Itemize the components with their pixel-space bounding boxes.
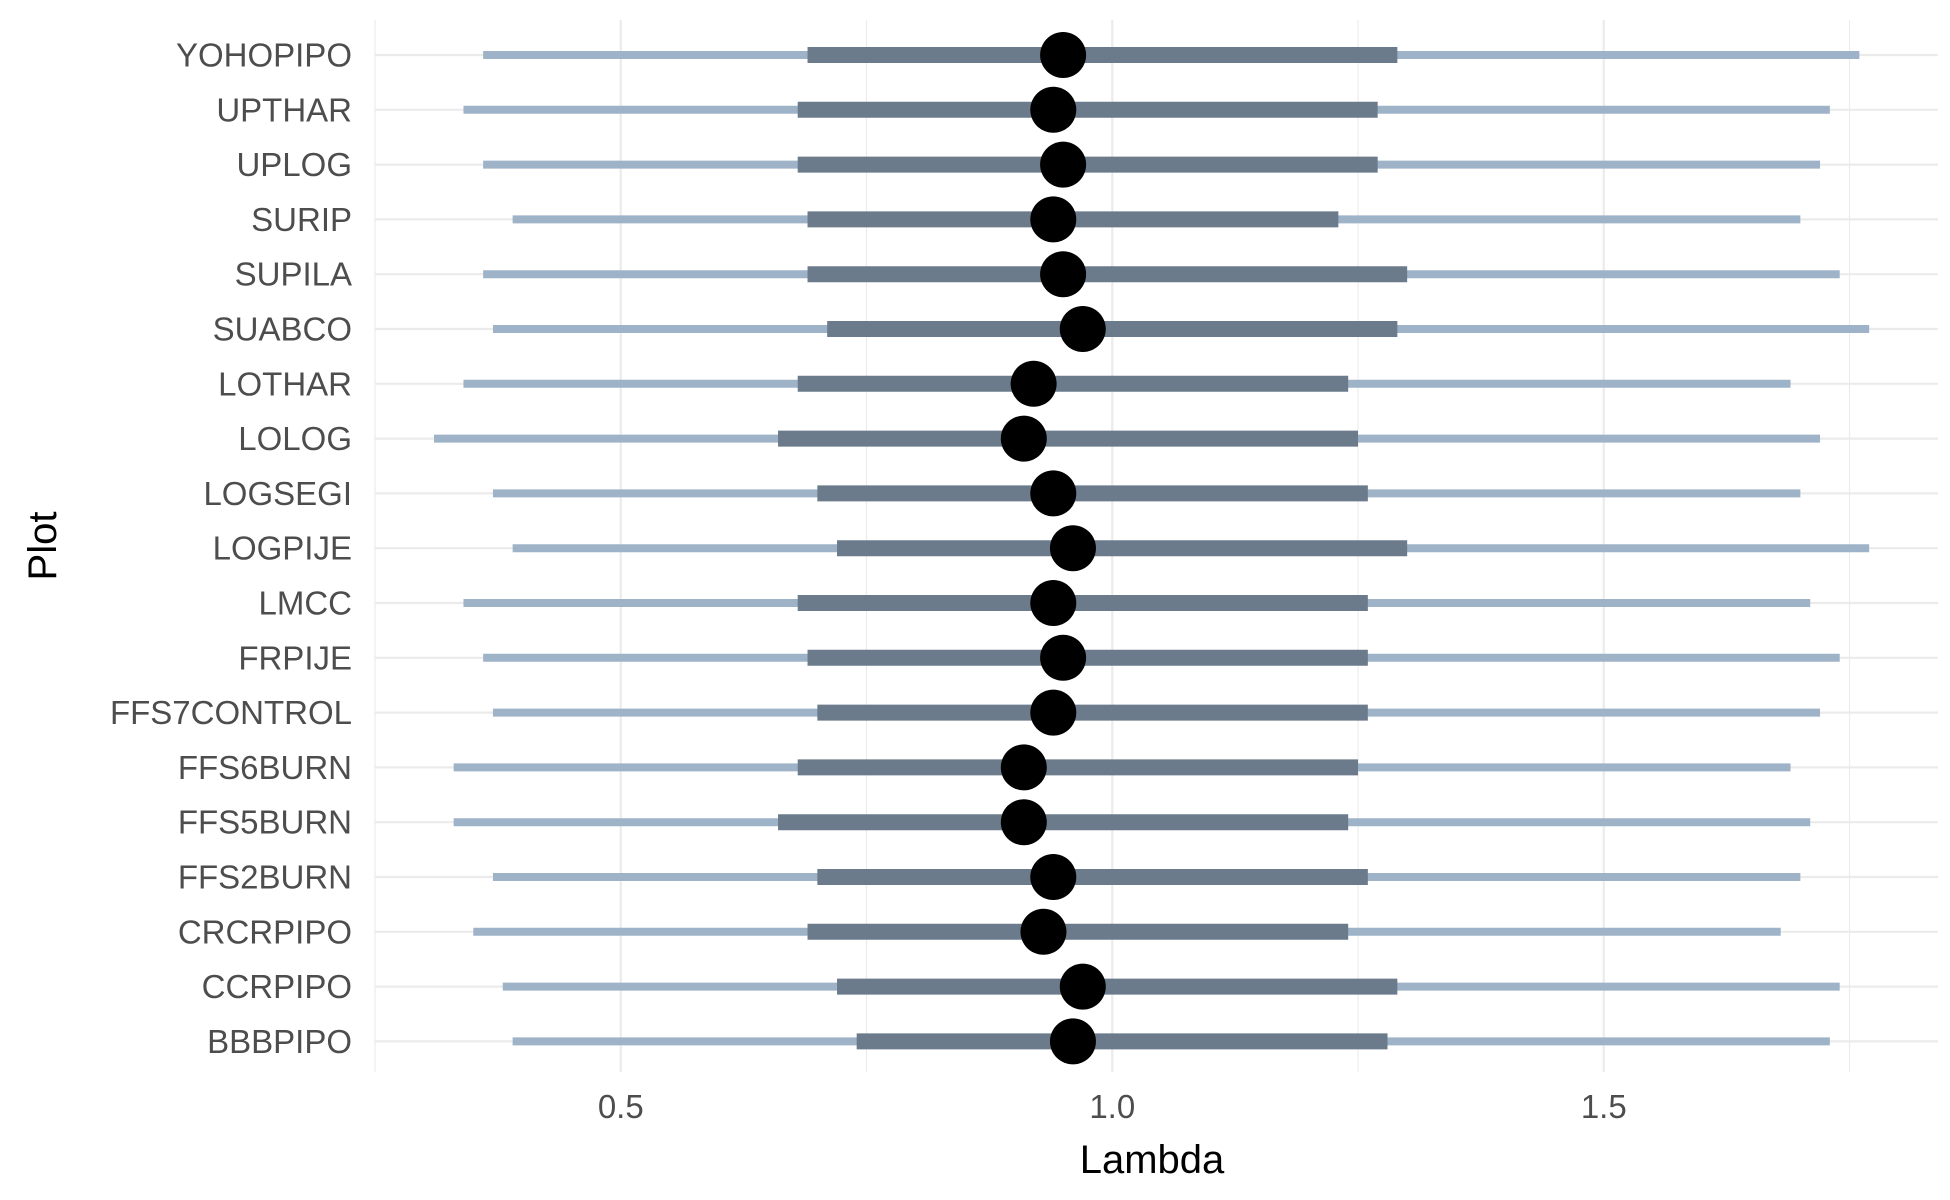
y-tick-label: CRCRPIPO xyxy=(178,913,352,950)
y-tick-label: FFS5BURN xyxy=(178,804,352,841)
point-estimate-ffs2burn xyxy=(1030,854,1077,900)
point-estimate-lmcc xyxy=(1030,580,1077,626)
y-tick-label: FFS7CONTROL xyxy=(110,694,352,731)
y-tick-label: UPLOG xyxy=(236,146,352,183)
y-tick-label: LMCC xyxy=(258,585,352,622)
point-estimate-yohopipo xyxy=(1040,32,1087,78)
y-tick-label: LOTHAR xyxy=(218,365,352,402)
y-tick-label: YOHOPIPO xyxy=(176,37,352,74)
point-estimate-ffs6burn xyxy=(1000,744,1047,791)
y-tick-label: LOLOG xyxy=(238,420,352,457)
point-estimate-logsegi xyxy=(1030,470,1077,517)
point-estimate-ffs5burn xyxy=(1000,799,1047,846)
point-estimate-uplog xyxy=(1040,141,1087,188)
y-tick-label: FFS2BURN xyxy=(178,859,352,896)
point-estimate-bbbpipo xyxy=(1049,1018,1096,1065)
x-tick-labels: 0.5 1.0 1.5 xyxy=(598,1088,1627,1125)
point-estimate-logpije xyxy=(1049,525,1096,572)
y-tick-label: LOGPIJE xyxy=(213,530,352,567)
point-estimate-frpije xyxy=(1040,634,1087,681)
y-tick-label: FFS6BURN xyxy=(178,749,352,786)
x-axis-title: Lambda xyxy=(1080,1138,1225,1182)
y-tick-label: SUPILA xyxy=(235,256,352,293)
y-tick-label: SURIP xyxy=(251,201,352,238)
point-estimate-supila xyxy=(1040,251,1087,298)
y-tick-label: UPTHAR xyxy=(216,91,352,128)
point-estimate-lolog xyxy=(1000,415,1047,462)
y-tick-label: FRPIJE xyxy=(238,639,352,676)
point-estimate-ccrpipo xyxy=(1059,963,1106,1010)
y-tick-label: LOGSEGI xyxy=(203,475,352,512)
x-tick-label: 1.5 xyxy=(1581,1088,1627,1125)
x-tick-label: 1.0 xyxy=(1089,1088,1135,1125)
point-estimate-ffs7control xyxy=(1030,689,1077,736)
y-tick-labels: YOHOPIPO UPTHAR UPLOG SURIP SUPILA SUABCO LOTH… xyxy=(110,37,352,1060)
y-tick-label: CCRPIPO xyxy=(202,968,352,1005)
y-axis-title: Plot xyxy=(21,512,65,581)
point-estimate-layer xyxy=(1000,32,1106,1065)
y-tick-label: SUABCO xyxy=(213,311,352,348)
inner-interval-layer xyxy=(778,47,1408,1050)
point-estimate-upthar xyxy=(1030,86,1077,133)
y-tick-label: BBBPIPO xyxy=(207,1023,352,1060)
x-tick-label: 0.5 xyxy=(598,1088,644,1125)
point-estimate-crcrpipo xyxy=(1020,908,1067,955)
point-estimate-surip xyxy=(1030,196,1077,243)
point-estimate-lothar xyxy=(1010,360,1057,407)
point-estimate-suabco xyxy=(1059,306,1106,352)
